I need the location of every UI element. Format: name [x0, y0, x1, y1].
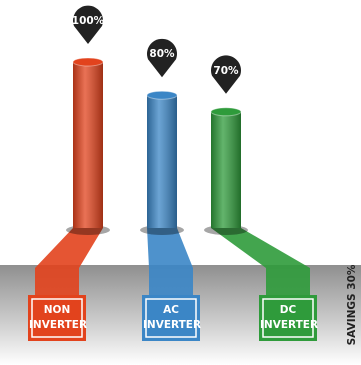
bar-top: [146, 90, 178, 100]
category-box-border: [262, 298, 314, 338]
category-label: AC INVERTER: [143, 304, 202, 331]
pin: [147, 38, 178, 78]
value-label: 100%: [72, 15, 105, 27]
bar-shade: [211, 111, 241, 228]
bar-shade: [147, 95, 177, 228]
category-box: [142, 295, 200, 341]
bar-top: [210, 107, 242, 117]
pin: [211, 55, 241, 94]
bar-shade: [73, 62, 103, 228]
annotation: SAVINGS 30%: [346, 264, 358, 345]
category-label: DC INVERTER: [260, 304, 319, 331]
ribbon: [35, 228, 103, 295]
category-box-border: [145, 298, 197, 338]
pin: [73, 5, 103, 45]
category-box: [28, 295, 86, 341]
category-box: [259, 295, 317, 341]
category-box-border: [31, 298, 83, 338]
bar-top: [72, 57, 104, 67]
category-label: NON INVERTER: [29, 304, 88, 331]
value-label: 70%: [213, 65, 239, 77]
ribbon: [147, 228, 193, 295]
value-label: 80%: [149, 48, 175, 60]
ribbon: [211, 228, 310, 295]
